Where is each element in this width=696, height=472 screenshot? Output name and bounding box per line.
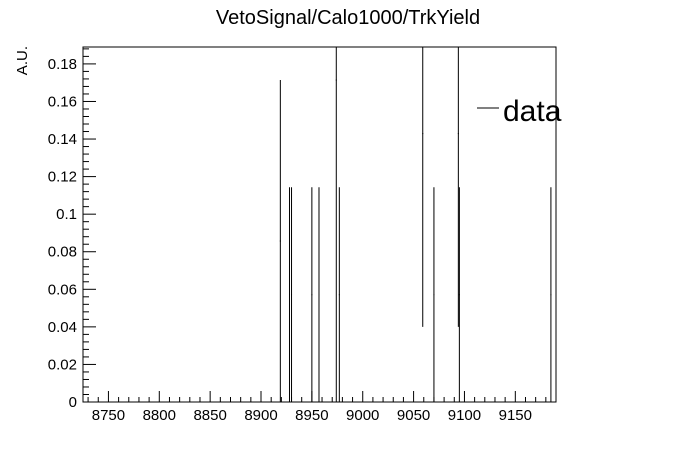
data-point <box>291 187 293 402</box>
data-layer <box>279 47 552 402</box>
x-tick-label: 9100 <box>448 407 481 424</box>
x-axis: 8750 8800 8850 8900 8950 9000 9050 9100 9150 <box>87 391 557 424</box>
y-tick-label: 0.18 <box>48 56 77 73</box>
x-tick-label: 8800 <box>143 407 176 424</box>
data-point <box>335 47 337 402</box>
x-tick-label: 9050 <box>397 407 430 424</box>
y-tick-label: 0 <box>69 394 77 411</box>
data-point <box>458 187 460 402</box>
y-axis: 0 0.02 0.04 0.06 0.08 0.1 0.12 0.14 0.16 0.18 <box>48 48 96 411</box>
data-point <box>457 47 459 327</box>
plot-frame <box>82 46 557 403</box>
y-tick-label: 0.06 <box>48 281 77 298</box>
y-tick-label: 0.04 <box>48 319 77 336</box>
y-tick-label: 0.1 <box>56 206 77 223</box>
y-axis-label: A.U. <box>14 46 31 75</box>
y-tick-label: 0.08 <box>48 244 77 261</box>
legend-label: data <box>503 95 562 128</box>
x-tick-label: 9000 <box>346 407 379 424</box>
x-tick-label: 8750 <box>92 407 125 424</box>
x-tick-label: 8850 <box>193 407 226 424</box>
x-tick-label: 8950 <box>295 407 328 424</box>
data-point <box>279 80 281 402</box>
y-tick-label: 0.12 <box>48 169 77 186</box>
data-point <box>433 187 435 402</box>
data-point <box>288 187 290 402</box>
data-point <box>318 187 320 402</box>
y-tick-label: 0.02 <box>48 356 77 373</box>
data-point <box>550 187 552 402</box>
x-tick-label: 9150 <box>499 407 532 424</box>
x-tick-label: 8900 <box>244 407 277 424</box>
y-tick-label: 0.16 <box>48 93 77 110</box>
y-tick-label: 0.14 <box>48 131 77 148</box>
data-point <box>338 187 340 402</box>
chart-title: VetoSignal/Calo1000/TrkYield <box>216 7 480 29</box>
legend: data <box>477 95 562 128</box>
data-point <box>422 47 424 327</box>
data-point <box>311 187 313 402</box>
